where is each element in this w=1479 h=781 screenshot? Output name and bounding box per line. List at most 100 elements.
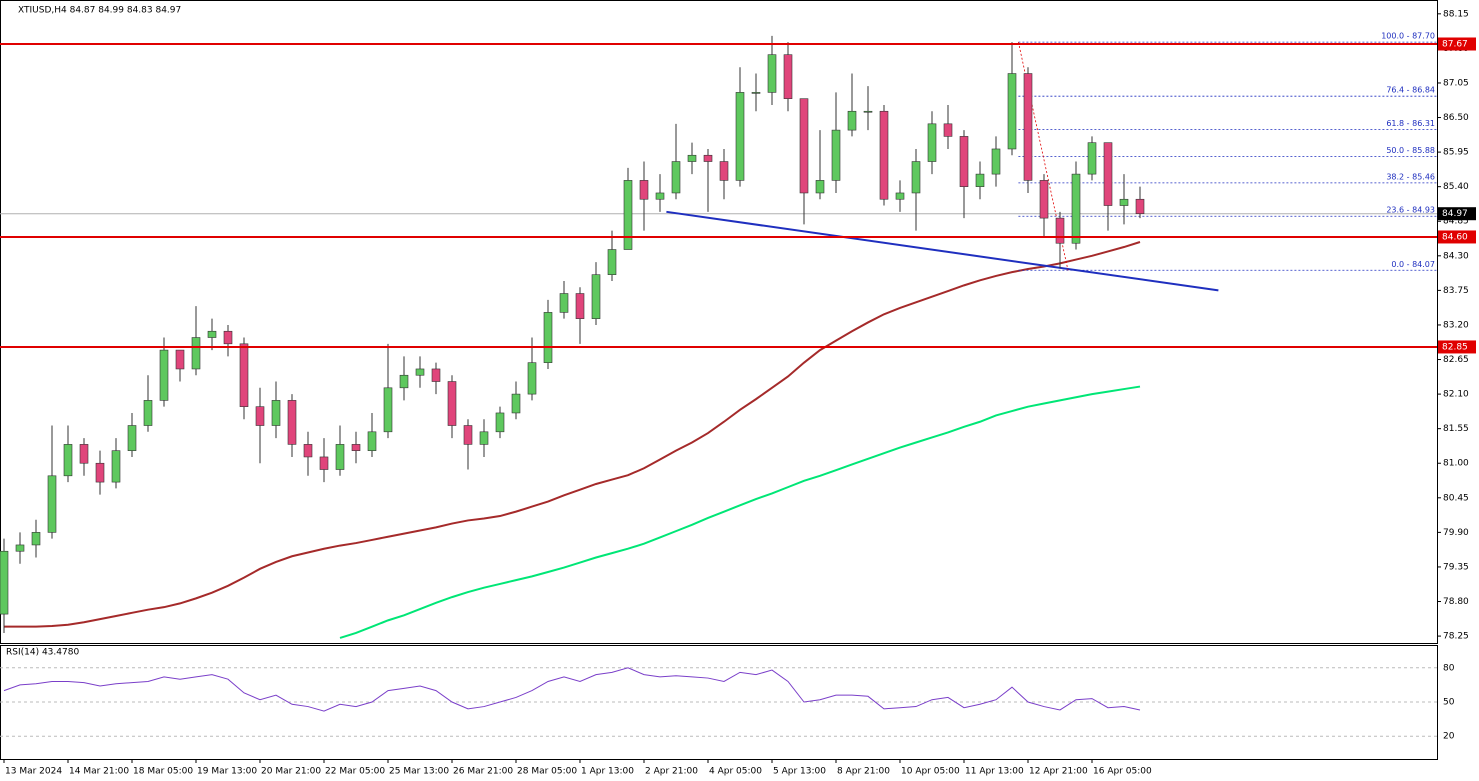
x-tick-label: 4 Apr 05:00 [709,767,762,777]
candle-body [287,400,297,445]
candle-body [639,180,649,200]
candle-body [0,550,9,615]
candle-body [927,123,937,162]
y-tick-label: 20 [1443,732,1455,742]
x-tick-label: 2 Apr 21:00 [645,767,698,777]
candle-body [591,274,601,319]
y-tick-label: 78.25 [1443,632,1469,642]
level-label: 82.85 [1442,342,1468,352]
y-tick-label: 88.15 [1443,9,1469,19]
y-tick-label: 79.90 [1443,528,1469,538]
candle-body [335,444,345,470]
fib-label: 76.4 - 86.84 [1386,86,1435,95]
x-tick-label: 20 Mar 21:00 [261,767,321,777]
y-tick-label: 78.80 [1443,597,1469,607]
candle-body [1087,142,1097,175]
x-tick-label: 19 Mar 13:00 [197,767,257,777]
candle-body [895,192,905,200]
candle-body [623,180,633,250]
candle-body [431,368,441,382]
fib-label: 61.8 - 86.31 [1386,119,1435,128]
candle-body [399,374,409,389]
fib-baseline [1018,42,1069,271]
fib-label: 23.6 - 84.93 [1386,206,1435,215]
candle-body [383,387,393,433]
y-tick-label: 80 [1443,663,1455,673]
candle-body [447,381,457,426]
y-tick-label: 85.40 [1443,182,1469,192]
candle-body [175,349,185,370]
candle-body [991,148,1001,175]
price-label: 84.97 [1442,209,1468,219]
x-tick-label: 1 Apr 13:00 [581,767,634,777]
candle-body [831,129,841,181]
candle-body [63,444,73,477]
candle-body [783,54,793,99]
x-tick-label: 8 Apr 21:00 [837,767,890,777]
candle-body [255,406,265,426]
candle-body [703,154,713,162]
rsi-title: RSI(14) 43.4780 [6,648,79,658]
x-tick-label: 11 Apr 13:00 [965,767,1024,777]
candle-body [143,400,153,426]
y-tick-label: 83.75 [1443,286,1469,296]
candle-body [319,456,329,470]
candle-body [191,337,201,370]
candle-body [367,431,377,451]
fib-label: 0.0 - 84.07 [1391,260,1435,269]
moving-average [4,241,1141,628]
candle-body [975,173,985,187]
candle-body [815,180,825,194]
y-tick-label: 86.50 [1443,113,1469,123]
candle-body [207,330,217,338]
candle-body [799,98,809,194]
candle-body [47,475,57,533]
chart-title: XTIUSD,H4 84.87 84.99 84.83 84.97 [18,6,181,16]
candle-body [463,425,473,445]
candle-body [1055,217,1065,244]
candle-body [95,462,105,483]
x-tick-label: 5 Apr 13:00 [773,767,826,777]
y-tick-label: 50 [1443,698,1455,708]
y-tick-label: 83.20 [1443,320,1469,330]
x-tick-label: 12 Apr 21:00 [1029,767,1088,777]
candle-body [223,330,233,345]
candle-body [1119,198,1129,206]
candle-body [767,54,777,93]
candle-body [863,110,873,113]
level-tag [1438,37,1476,51]
x-tick-label: 16 Apr 05:00 [1093,767,1152,777]
candle-body [79,444,89,464]
level-tag [1438,230,1476,244]
candle-body [911,161,921,194]
x-tick-label: 26 Mar 21:00 [453,767,513,777]
candle-body [127,425,137,451]
rsi-line [3,667,1141,712]
candle-body [15,544,25,552]
candle-body [31,532,41,546]
y-tick-label: 81.55 [1443,424,1469,434]
candle-body [559,293,569,313]
main-panel [0,0,1438,644]
candle-body [879,110,889,200]
candle-body [1023,73,1033,181]
x-tick-label: 18 Mar 05:00 [133,767,193,777]
fib-label: 38.2 - 85.46 [1386,172,1435,181]
y-tick-label: 79.35 [1443,562,1469,572]
moving-average [339,385,1141,639]
candle-body [415,368,425,376]
candle-body [1103,142,1113,206]
candle-body [719,161,729,181]
trendline [666,210,1219,292]
fib-label: 100.0 - 87.70 [1381,32,1435,41]
candle-body [1071,173,1081,244]
candle-body [527,362,537,395]
y-tick-label: 80.45 [1443,493,1469,503]
candle-body [671,161,681,194]
candle-body [511,393,521,414]
candle-body [1039,180,1049,219]
price-tag [1438,207,1476,221]
candle-body [351,444,361,451]
y-tick-label: 82.65 [1443,355,1469,365]
